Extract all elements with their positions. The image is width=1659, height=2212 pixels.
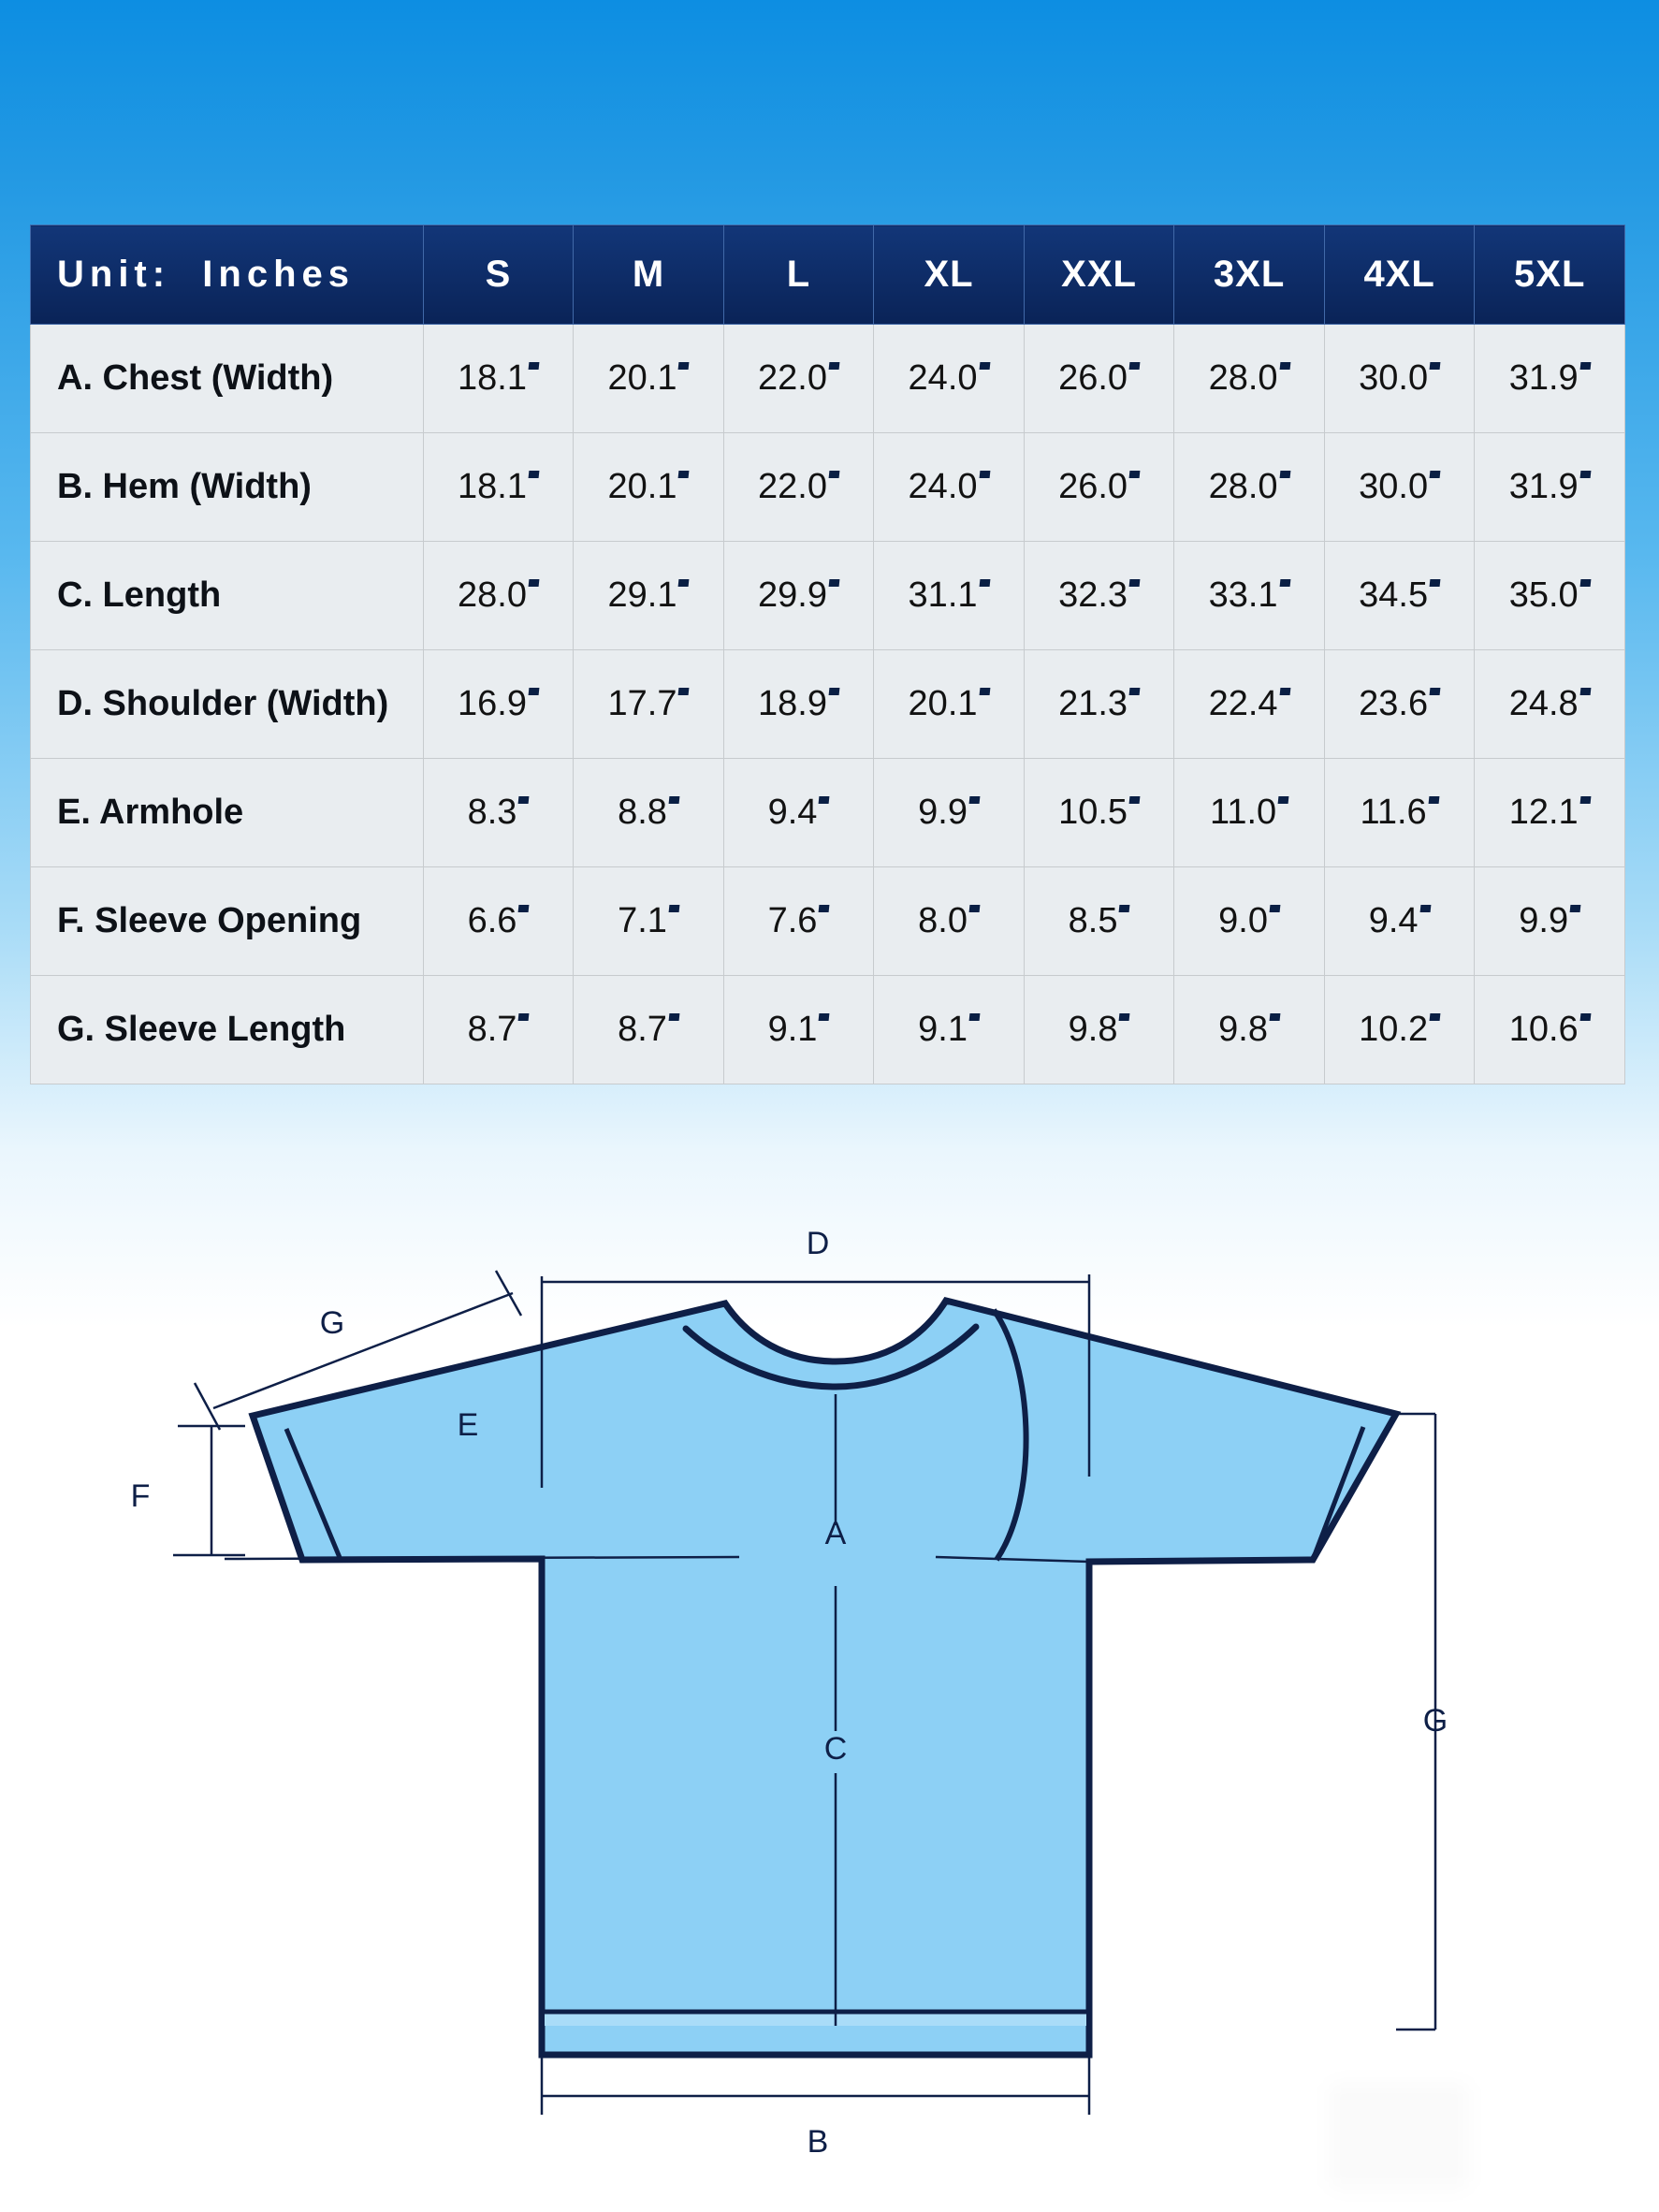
svg-text:A: A xyxy=(825,1516,847,1551)
svg-text:E: E xyxy=(458,1407,479,1443)
svg-text:C: C xyxy=(824,1731,848,1767)
svg-text:F: F xyxy=(131,1478,151,1514)
svg-text:B: B xyxy=(808,2124,829,2160)
svg-text:D: D xyxy=(807,1226,830,1261)
svg-text:G: G xyxy=(1423,1703,1448,1739)
svg-text:G: G xyxy=(320,1305,344,1341)
